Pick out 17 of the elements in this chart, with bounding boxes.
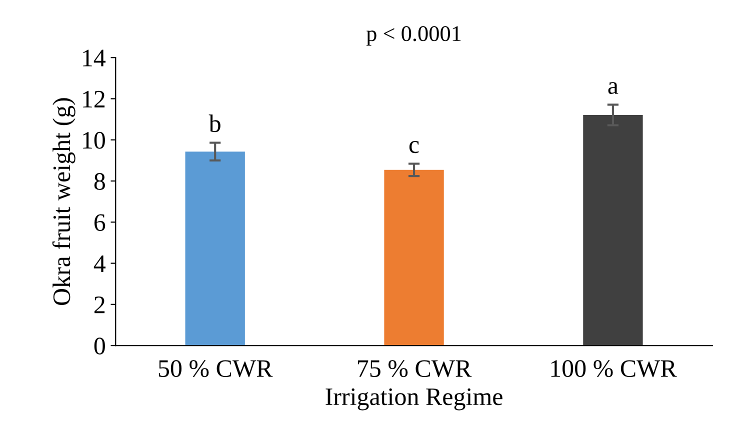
annotation: c <box>409 141 419 154</box>
y-axis-title: Okra fruit weight (g) <box>52 98 76 306</box>
y-tick-label: 10 <box>83 132 105 149</box>
x-tick-label: 50 % CWR <box>158 360 273 378</box>
chart-title: p < 0.0001 <box>366 26 461 46</box>
y-tick-label: 12 <box>83 90 105 108</box>
x-axis-title: Irrigation Regime <box>326 388 502 410</box>
y-tick-label: 4 <box>94 255 106 272</box>
y-tick-label: 0 <box>94 338 105 354</box>
y-tick-label: 2 <box>94 296 105 314</box>
annotation: a <box>608 82 618 94</box>
x-tick-label: 75 % CWR <box>358 360 472 378</box>
y-tick-label: 6 <box>94 214 106 232</box>
y-tick-label: 14 <box>83 50 106 66</box>
annotation: b <box>208 114 220 132</box>
y-tick-label: 8 <box>94 173 105 190</box>
x-tick-label: 100 % CWR <box>551 360 677 378</box>
